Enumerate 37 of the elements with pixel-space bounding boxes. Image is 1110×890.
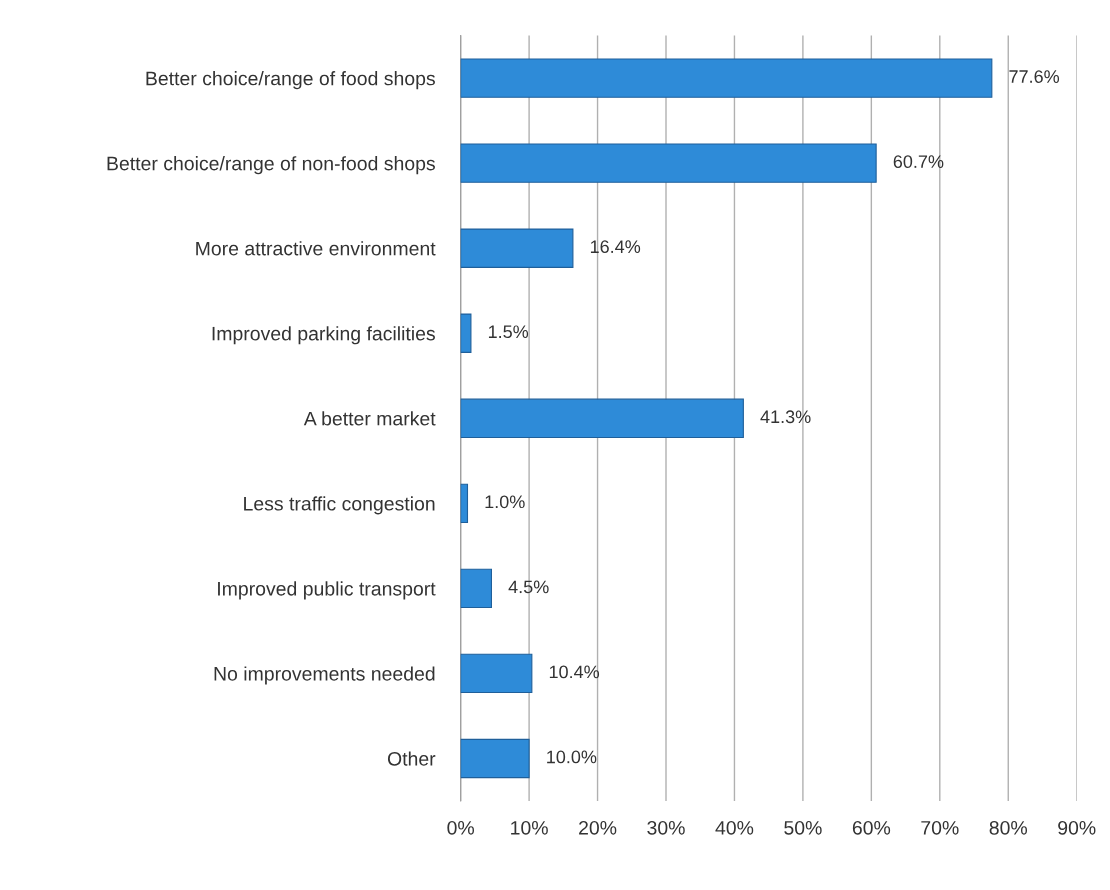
y-tick-label: Improved public transport bbox=[218, 581, 436, 600]
y-tick-label: A better market bbox=[303, 411, 436, 426]
bar bbox=[460, 398, 744, 438]
y-tick-label: Better choice/range of non-food shops bbox=[107, 156, 435, 175]
bar bbox=[460, 58, 993, 98]
x-tick-label: 30% bbox=[647, 820, 685, 835]
data-label: 77.6% bbox=[1009, 70, 1060, 83]
bar bbox=[460, 653, 533, 694]
x-tick-label: 90% bbox=[1058, 820, 1096, 835]
y-tick-label: Improved parking facilities bbox=[212, 326, 435, 345]
bar bbox=[460, 568, 493, 609]
data-label: 10.4% bbox=[549, 665, 600, 679]
bar bbox=[460, 313, 472, 353]
x-tick-label: 70% bbox=[921, 820, 959, 835]
bar bbox=[460, 228, 574, 268]
y-tick-label: Other bbox=[387, 751, 436, 766]
bar bbox=[460, 143, 877, 183]
bar bbox=[460, 483, 469, 524]
y-tick-label: Less traffic congestion bbox=[244, 496, 435, 515]
data-label: 60.7% bbox=[893, 155, 944, 169]
x-tick-label: 20% bbox=[579, 820, 617, 835]
y-tick-label: More attractive environment bbox=[196, 241, 436, 256]
y-tick-label: Better choice/range of food shops bbox=[146, 71, 435, 90]
x-tick-label: 10% bbox=[511, 820, 548, 835]
data-label: 1.5% bbox=[488, 325, 529, 339]
x-tick-label: 40% bbox=[715, 820, 754, 835]
x-tick-label: 50% bbox=[784, 820, 822, 835]
y-tick-label: No improvements needed bbox=[214, 666, 435, 685]
bar bbox=[460, 738, 530, 779]
data-label: 10.0% bbox=[547, 750, 597, 764]
x-tick-label: 80% bbox=[989, 820, 1028, 835]
data-label: 16.4% bbox=[590, 240, 641, 254]
x-tick-label: 0% bbox=[447, 820, 475, 835]
data-label: 41.3% bbox=[760, 410, 811, 424]
data-label: 1.0% bbox=[485, 495, 525, 509]
x-tick-label: 60% bbox=[852, 820, 891, 835]
data-label: 4.5% bbox=[508, 580, 549, 594]
